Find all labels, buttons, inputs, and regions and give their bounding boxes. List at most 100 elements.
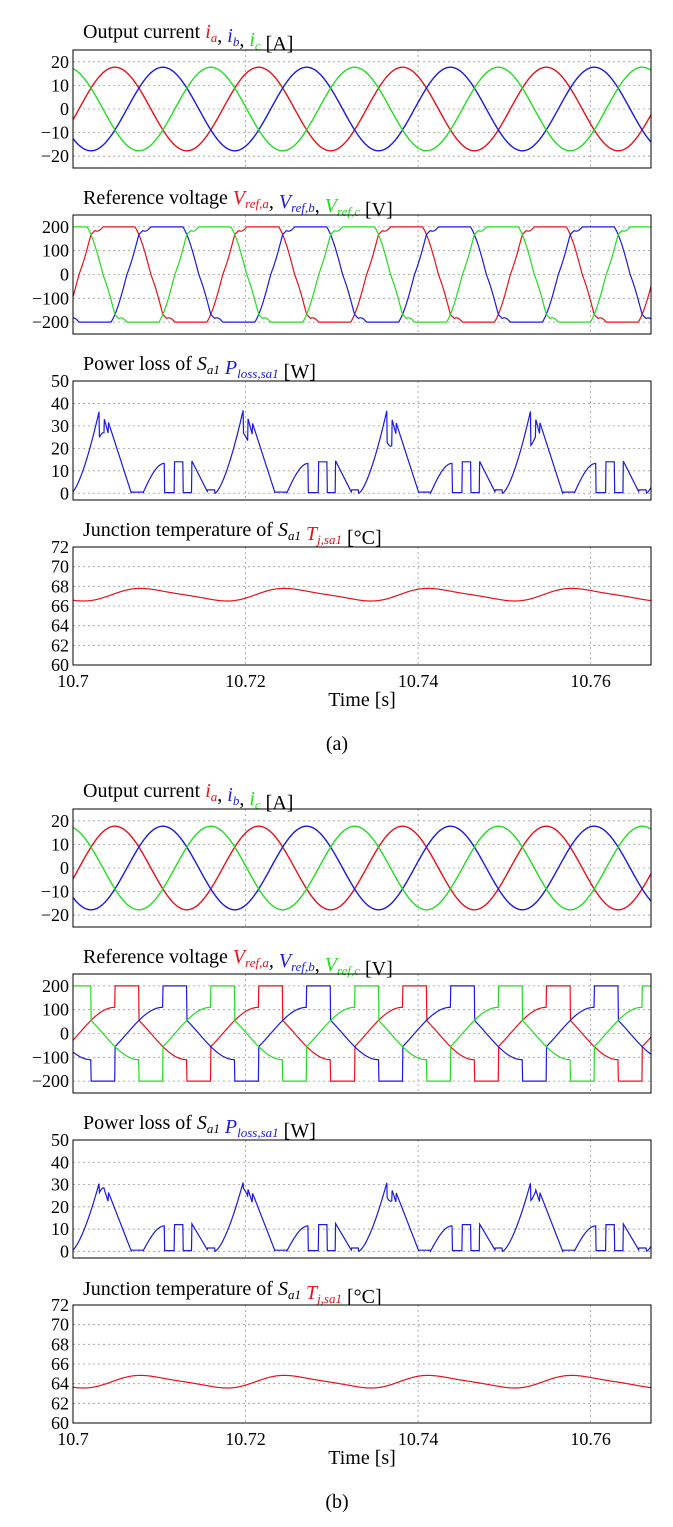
title-part: ref,b <box>291 200 315 215</box>
title-part: , <box>269 191 279 213</box>
title-part: [W] <box>279 1120 316 1142</box>
y-tick-label: 30 <box>51 416 69 436</box>
y-tick-label: −20 <box>41 905 69 925</box>
y-tick-label: 50 <box>51 1130 69 1150</box>
title-part: V <box>279 950 294 972</box>
y-tick-label: 100 <box>42 241 69 261</box>
title-part: [A] <box>261 33 294 55</box>
title-part: Junction temperature of <box>83 519 278 541</box>
title-part: , <box>315 954 325 976</box>
title-part: V <box>279 191 294 213</box>
title-part: V <box>233 187 248 209</box>
title-part: j,sa1 <box>315 532 342 547</box>
title-part: Output current <box>83 780 205 802</box>
x-axis-label: Time [s] <box>328 689 396 711</box>
title-part: loss,sa1 <box>237 366 279 381</box>
series-line-ploss <box>73 410 651 495</box>
title-part: T <box>306 1282 319 1304</box>
series-line-vref-a <box>73 226 651 323</box>
y-tick-label: 60 <box>51 1413 69 1433</box>
title-part: i <box>227 25 233 47</box>
x-tick-label: 10.74 <box>398 1429 439 1449</box>
title-part: a1 <box>288 1287 301 1302</box>
x-tick-label: 10.7 <box>57 671 89 691</box>
title-part: P <box>224 1116 237 1138</box>
title-part: a1 <box>288 528 301 543</box>
title-part: i <box>227 784 233 806</box>
series-line-vref-a <box>73 985 651 1082</box>
y-tick-label: 0 <box>60 1024 69 1044</box>
panel-title: Reference voltage Vref,a, Vref,b, Vref,c… <box>83 187 393 221</box>
y-tick-label: 30 <box>51 1175 69 1195</box>
series-line-vref-b <box>73 226 651 323</box>
title-part: [A] <box>261 792 294 814</box>
traces <box>73 410 651 495</box>
y-tick-label: 50 <box>51 371 69 391</box>
y-tick-label: 20 <box>51 52 69 72</box>
plot-frame <box>72 1304 652 1424</box>
series-line-ploss <box>73 1182 651 1253</box>
title-part: i <box>249 29 255 51</box>
y-tick-label: 60 <box>51 655 69 675</box>
title-part: ref,a <box>245 955 269 970</box>
x-tick-label: 10.76 <box>570 671 611 691</box>
series-line-vref-c <box>73 226 651 323</box>
y-tick-label: 0 <box>60 483 69 503</box>
title-part: ref,c <box>337 204 360 219</box>
title-part: [V] <box>360 199 393 221</box>
title-part: , <box>217 25 227 47</box>
title-part: b <box>233 34 240 49</box>
plot-frame <box>72 973 652 1094</box>
title-part: Power loss of <box>83 353 197 375</box>
panel-voltage: −200 −100 0 100 200 Reference voltage Vref,a,… <box>32 946 652 1094</box>
title-part: P <box>224 357 237 379</box>
x-tick-label: 10.72 <box>225 1429 266 1449</box>
series-line-vref-b <box>73 985 651 1082</box>
title-part: a1 <box>207 362 220 377</box>
x-axis-label: Time [s] <box>328 1447 396 1469</box>
y-tick-label: 68 <box>51 1334 69 1354</box>
panel-title: Power loss of Sa1 Ploss,sa1 [W] <box>83 1112 316 1142</box>
series-line-tj <box>73 587 651 602</box>
title-part: ref,b <box>291 959 315 974</box>
title-part: S <box>278 1278 288 1300</box>
series-line-ia <box>73 825 651 911</box>
panel-title: Junction temperature of Sa1 Tj,sa1 [°C] <box>83 1278 382 1308</box>
y-tick-label: −10 <box>41 882 69 902</box>
y-tick-label: 70 <box>51 557 69 577</box>
traces <box>73 226 651 323</box>
panel-title: Reference voltage Vref,a, Vref,b, Vref,c… <box>83 946 393 980</box>
series-line-ia <box>73 66 651 152</box>
y-tick-label: −200 <box>32 312 69 332</box>
plot-frame <box>72 214 652 335</box>
y-tick-label: 0 <box>60 1241 69 1261</box>
series-line-ib <box>73 66 651 152</box>
traces <box>73 1182 651 1253</box>
title-part: S <box>197 1112 207 1134</box>
subfigure-caption: (b) <box>325 1491 348 1513</box>
y-tick-label: −100 <box>32 288 69 308</box>
y-tick-label: 20 <box>51 1197 69 1217</box>
series-line-ic <box>73 66 651 152</box>
y-tick-label: −100 <box>32 1047 69 1067</box>
y-tick-label: 72 <box>51 1295 69 1315</box>
title-part: Output current <box>83 21 205 43</box>
title-part: a1 <box>207 1121 220 1136</box>
y-tick-label: 100 <box>42 1000 69 1020</box>
y-tick-label: 64 <box>51 616 69 636</box>
y-tick-label: 10 <box>51 834 69 854</box>
y-tick-label: 68 <box>51 576 69 596</box>
x-tick-label: 10.7 <box>57 1429 89 1449</box>
title-part: , <box>217 784 227 806</box>
title-part: a <box>211 789 218 804</box>
title-part: Power loss of <box>83 1112 197 1134</box>
title-part: , <box>239 788 249 810</box>
y-tick-label: 20 <box>51 438 69 458</box>
